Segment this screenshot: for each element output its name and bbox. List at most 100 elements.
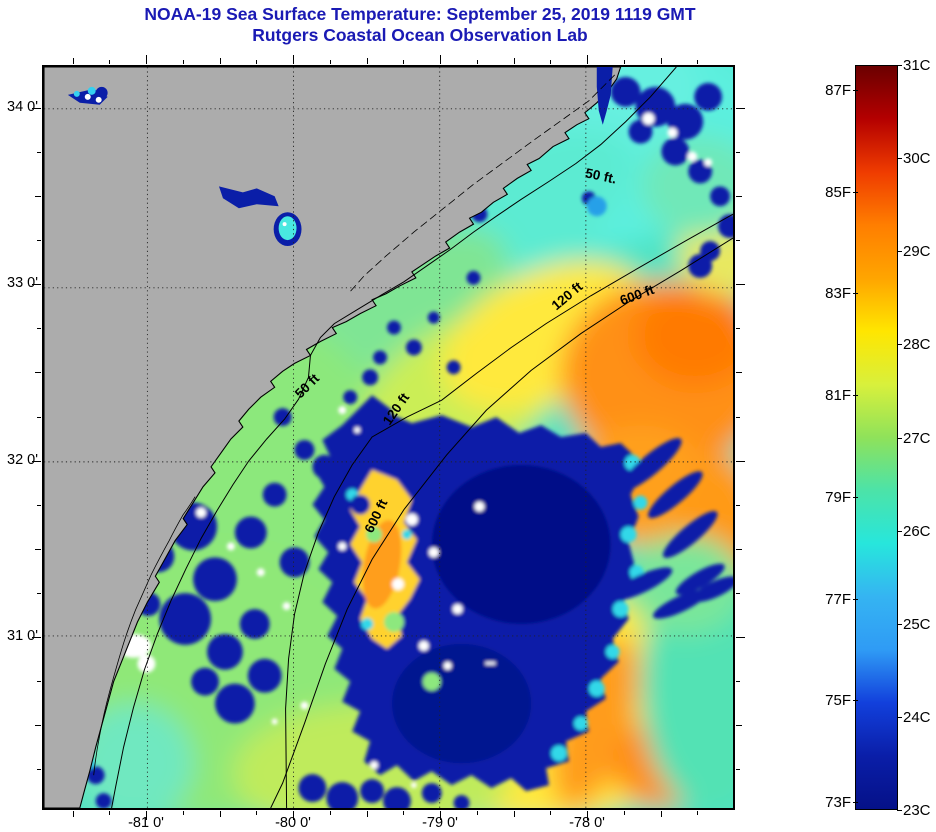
x-tick [587, 55, 588, 64]
y-tick [35, 548, 41, 550]
x-tick [366, 58, 368, 64]
land-mask [44, 67, 622, 808]
y-tick [35, 372, 41, 374]
x-tick [440, 55, 441, 64]
colorbar-tick-fahrenheit [853, 395, 858, 397]
x-tick-label: -80 0' [275, 815, 311, 831]
y-tick [736, 504, 740, 506]
isobath-600ft [270, 237, 733, 808]
title-block: NOAA-19 Sea Surface Temperature: Septemb… [0, 4, 840, 46]
isobath-120ft [285, 213, 733, 808]
colorbar-tick-fahrenheit [853, 700, 858, 702]
x-tick [587, 811, 588, 820]
y-tick [736, 284, 745, 286]
y-tick [736, 196, 742, 198]
colorbar-tick-celsius [897, 810, 902, 811]
colorbar-tick-celsius [897, 437, 902, 439]
grid-lines [44, 67, 733, 808]
y-tick [32, 460, 41, 462]
colorbar-tick-fahrenheit [853, 191, 858, 193]
x-tick [550, 811, 552, 815]
x-tick [182, 811, 184, 815]
y-tick [736, 769, 740, 771]
y-tick-label: 34 0' [7, 99, 38, 115]
colorbar-label-celsius: 26C [903, 522, 931, 540]
x-tick [623, 60, 625, 64]
colorbar [855, 65, 898, 810]
y-tick-label: 31 0' [7, 627, 38, 644]
y-tick [37, 240, 41, 242]
x-tick [256, 60, 258, 64]
x-tick [623, 811, 625, 815]
y-tick [32, 284, 41, 286]
y-tick-label: 32 0' [7, 451, 38, 468]
colorbar-tick-fahrenheit [853, 293, 858, 295]
x-tick-label: -79 0' [422, 815, 458, 831]
x-tick [293, 55, 294, 64]
x-tick [697, 60, 699, 64]
colorbar-label-celsius: 27C [903, 429, 931, 447]
x-tick [550, 60, 552, 64]
y-tick [37, 592, 41, 594]
y-tick [736, 592, 740, 594]
sst-map-image [44, 67, 733, 808]
colorbar-tick-celsius [897, 158, 902, 160]
colorbar-tick-fahrenheit [853, 801, 858, 803]
y-tick [736, 108, 745, 109]
y-tick [736, 328, 740, 330]
colorbar-label-celsius: 30C [903, 150, 931, 168]
x-tick [660, 811, 662, 817]
figure-title: NOAA-19 Sea Surface Temperature: Septemb… [144, 4, 696, 24]
x-tick [513, 811, 515, 817]
y-tick [37, 152, 41, 154]
colorbar-label-celsius: 31C [903, 57, 931, 74]
y-tick [32, 636, 41, 638]
colorbar-tick-celsius [897, 623, 902, 625]
x-tick [256, 811, 258, 815]
x-tick [72, 811, 74, 817]
x-tick [660, 58, 662, 64]
x-tick-label: -78 0' [569, 815, 605, 831]
colorbar-tick-fahrenheit [853, 496, 858, 498]
x-tick [476, 811, 478, 815]
y-tick [37, 680, 41, 682]
x-tick [513, 58, 515, 64]
colorbar-label-celsius: 23C [903, 802, 931, 819]
x-tick [109, 60, 111, 64]
x-tick [329, 60, 331, 64]
colorbar-tick-fahrenheit [853, 598, 858, 600]
y-tick [37, 504, 41, 506]
colorbar-tick-celsius [897, 65, 902, 66]
colorbar-label-fahrenheit: 77F [825, 590, 851, 608]
y-tick [736, 636, 745, 638]
colorbar-tick-celsius [897, 716, 902, 718]
colorbar-label-fahrenheit: 81F [825, 387, 851, 405]
y-tick [736, 460, 745, 462]
y-tick [736, 152, 740, 154]
colorbar-tick-celsius [897, 530, 902, 532]
isobath-contours [93, 67, 733, 808]
colorbar-label-fahrenheit: 73F [825, 793, 851, 811]
x-tick [182, 60, 184, 64]
x-tick-label: -81 0' [128, 815, 164, 831]
colorbar-tick-fahrenheit [853, 90, 858, 91]
map-plot-area [42, 65, 735, 810]
colorbar-label-fahrenheit: 75F [825, 692, 851, 710]
y-tick [35, 196, 41, 198]
colorbar-label-fahrenheit: 87F [825, 82, 851, 99]
inland-lakes [67, 86, 302, 247]
colorbar-label-fahrenheit: 79F [825, 488, 851, 506]
y-tick [37, 769, 41, 771]
figure-subtitle: Rutgers Coastal Ocean Observation Lab [252, 25, 588, 45]
x-tick [72, 58, 74, 64]
colorbar-label-fahrenheit: 83F [825, 285, 851, 303]
x-tick [403, 60, 405, 64]
isobath-50ft [111, 67, 677, 808]
y-tick [37, 328, 41, 330]
x-tick [109, 811, 111, 815]
y-tick-label: 33 0' [7, 275, 38, 292]
y-tick [736, 725, 742, 727]
x-tick [293, 811, 294, 820]
x-tick [329, 811, 331, 815]
y-tick [736, 548, 742, 550]
